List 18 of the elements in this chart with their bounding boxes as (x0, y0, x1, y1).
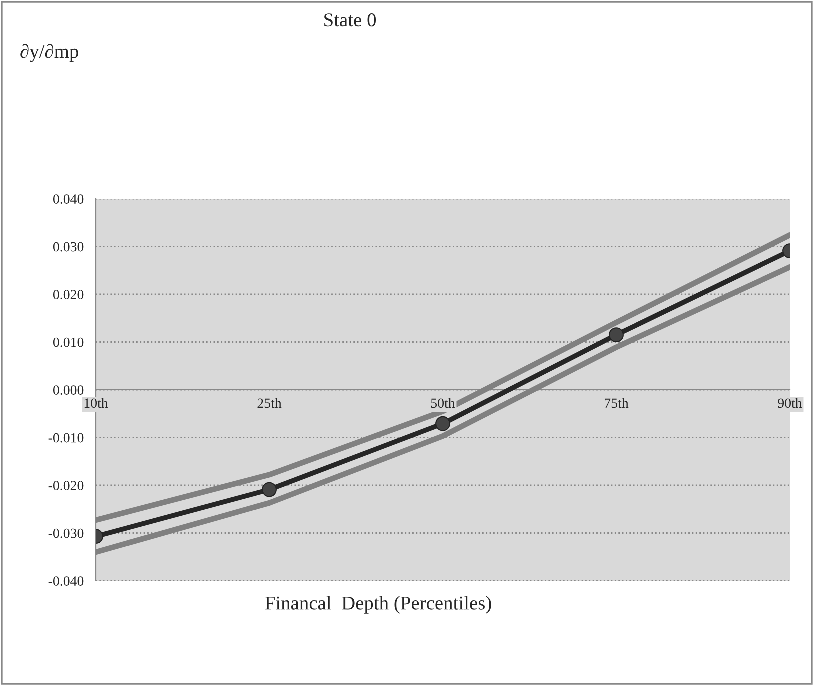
point (436, 416, 450, 432)
x-tick-label: 25th (258, 398, 282, 408)
y-tick-label: -0.040 (48, 576, 84, 586)
y-tick-label: -0.020 (48, 481, 84, 491)
x-tick-label: 10th (84, 398, 108, 408)
y-tick-label: 0.000 (53, 386, 84, 396)
chart-title: State 0 (324, 14, 376, 27)
y-tick-label: -0.010 (48, 433, 84, 443)
y-tick-label: 0.040 (53, 194, 84, 204)
y-tick-label: 0.010 (53, 338, 84, 348)
x-tick-label: 75th (605, 398, 629, 408)
text: ∂y/∂mp (20, 44, 78, 62)
y-tick-label: 0.030 (53, 242, 84, 252)
y-tick-label: -0.030 (48, 528, 84, 538)
x-tick-label: 50th (431, 398, 456, 408)
y-tick-label: 0.020 (53, 290, 84, 300)
x-tick-label: 90th (778, 398, 802, 408)
x-axis-title: Financal Depth (Percentiles) (265, 596, 492, 614)
